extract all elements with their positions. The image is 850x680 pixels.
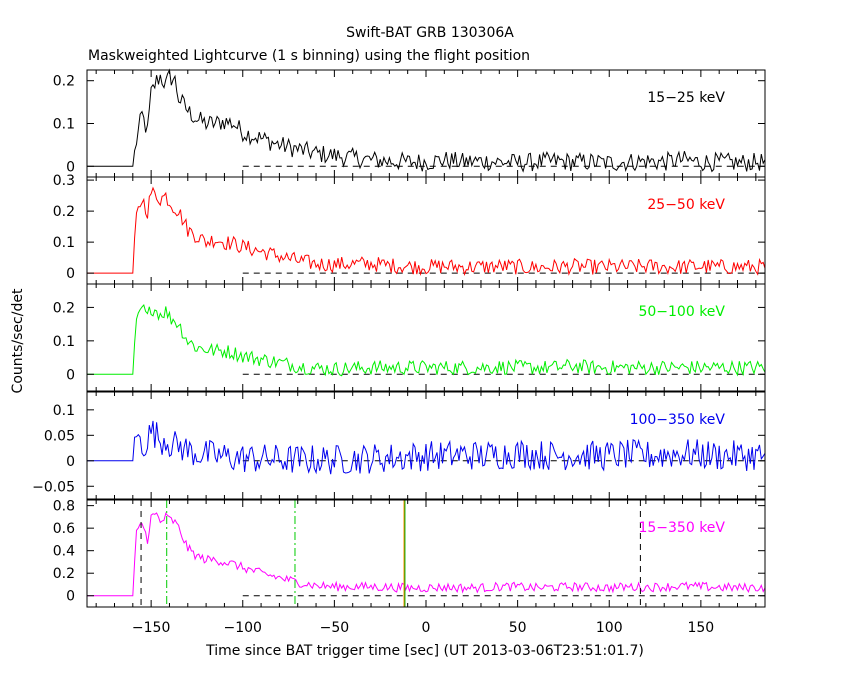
- series-line-3: [87, 303, 766, 377]
- series-line-1: [87, 68, 766, 173]
- x-tick-label: 100: [596, 620, 623, 636]
- x-tick-label: 150: [687, 620, 714, 636]
- y-tick-label: 0.6: [53, 521, 75, 537]
- chart-subtitle: Maskweighted Lightcurve (1 s binning) us…: [88, 48, 530, 64]
- y-tick-label: 0: [66, 367, 75, 383]
- y-tick-label: 0.1: [53, 235, 75, 251]
- y-tick-label: 0.05: [44, 428, 75, 444]
- y-tick-label: 0.1: [53, 334, 75, 350]
- y-tick-label: 0: [66, 454, 75, 470]
- y-tick-label: 0: [66, 266, 75, 282]
- y-tick-label: 0: [66, 159, 75, 175]
- x-tick-label: −150: [132, 620, 170, 636]
- y-tick-label: 0.4: [53, 544, 75, 560]
- band-label: 15−25 keV: [647, 90, 725, 106]
- band-label: 50−100 keV: [638, 304, 725, 320]
- panel-frame: [86, 283, 766, 392]
- y-tick-label: 0.2: [53, 300, 75, 316]
- band-label: 15−350 keV: [638, 520, 725, 536]
- y-axis-label: Counts/sec/det: [10, 288, 26, 393]
- y-tick-label: 0.2: [53, 74, 75, 90]
- y-tick-label: 0.2: [53, 566, 75, 582]
- chart-title: Swift-BAT GRB 130306A: [346, 25, 514, 41]
- y-tick-label: 0.1: [53, 117, 75, 133]
- series-line-2: [87, 186, 766, 276]
- panel-frame: [86, 499, 766, 608]
- y-tick-label: 0.2: [53, 204, 75, 220]
- y-tick-label: 0: [66, 589, 75, 605]
- x-tick-label: −100: [224, 620, 262, 636]
- panels: 0 0.1 0.2 15−25 keV 0 0.1 0.2 0.3 25−50 keV 0 0.1 0…: [32, 68, 766, 636]
- band-label: 25−50 keV: [647, 197, 725, 213]
- x-tick-label: −50: [320, 620, 350, 636]
- y-tick-label: 0.8: [53, 499, 75, 515]
- series-line-5: [87, 512, 766, 597]
- x-axis-label: Time since BAT trigger time [sec] (UT 20…: [205, 643, 644, 659]
- x-tick-label: 50: [509, 620, 527, 636]
- y-tick-label: 0.1: [53, 403, 75, 419]
- y-tick-label: −0.05: [32, 479, 75, 495]
- y-tick-label: 0.3: [53, 173, 75, 189]
- x-tick-label: 0: [422, 620, 431, 636]
- band-label: 100−350 keV: [630, 412, 726, 428]
- series-line-4: [87, 420, 766, 475]
